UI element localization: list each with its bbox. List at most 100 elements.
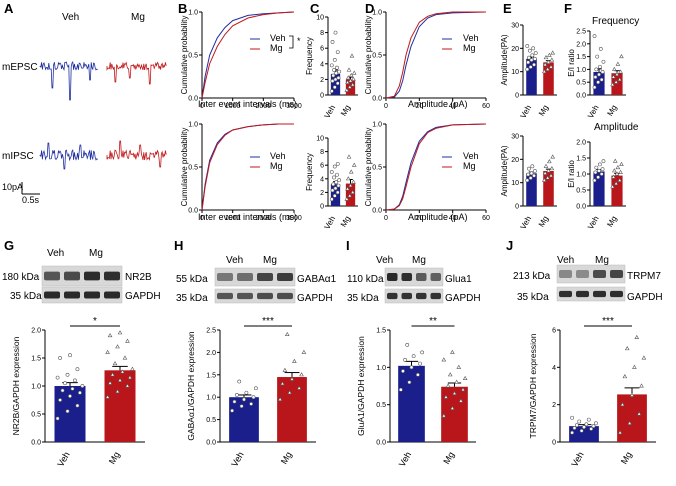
j-blot-row1-band	[576, 270, 589, 278]
E-bottom-ytick-label: 20	[511, 157, 519, 164]
E-bottom-point-mg	[550, 154, 556, 159]
H-ytick-label: 2.0	[206, 350, 216, 357]
F-bottom-point-mg	[619, 161, 624, 166]
G-point-mg	[115, 344, 120, 349]
a-row-mepsc: mEPSC	[2, 62, 38, 73]
E-bottom-ytick-label: 30	[511, 134, 519, 141]
B-bottom-series-mg	[201, 123, 294, 211]
F-top-point-veh	[597, 64, 602, 69]
G-sig-label: *	[93, 316, 97, 327]
C-top-point-veh	[335, 50, 340, 55]
h-blot-row2-band	[257, 292, 273, 300]
E-bottom-bar-veh	[526, 173, 537, 206]
B-bottom-xtick-label: 2000	[256, 215, 272, 222]
E-top-point-mg	[545, 66, 550, 71]
J-point-veh	[579, 428, 584, 433]
C-bottom-cat-mg: Mg	[339, 215, 352, 229]
a-trace-mg-mepsc	[106, 61, 167, 85]
E-top-point-veh	[530, 53, 535, 58]
d-bottom-xlabel: Amplitude (pA)	[408, 212, 468, 222]
F-bottom-ytick-label: 0.5	[576, 188, 586, 195]
F-bottom-point-mg	[611, 174, 616, 179]
H-ytick-label: 0.0	[206, 440, 216, 447]
i-blot-mg: Mg	[412, 255, 426, 266]
H-cat-veh: Veh	[229, 450, 245, 468]
C-bottom-point-mg	[344, 196, 350, 201]
E-top-point-veh	[532, 56, 537, 61]
E-top-point-mg	[549, 57, 555, 62]
E-top-point-mg	[546, 59, 551, 64]
J-point-veh	[574, 423, 579, 428]
I-point-veh	[418, 361, 422, 366]
F-top-point-mg	[613, 79, 619, 84]
E-bottom-point-mg	[543, 163, 549, 168]
F-bottom-point-mg	[618, 169, 623, 174]
J-ytick-label: 2	[552, 402, 556, 409]
C-bottom-point-veh	[329, 170, 334, 174]
g-blot-row1-band	[64, 271, 80, 281]
I-point-veh	[405, 343, 410, 347]
panel-letter-e: E	[503, 1, 512, 16]
D-top-xtick-label: 40	[449, 103, 457, 110]
F-top-ytick-label: 0.5	[576, 80, 586, 87]
F-top-cat-mg: Mg	[605, 104, 618, 118]
H-point-veh	[242, 397, 246, 402]
G-point-mg	[117, 377, 123, 382]
G-point-mg	[127, 374, 133, 380]
D-bottom-ylabel: Cumulative probability	[364, 128, 373, 207]
F-top-point-mg	[619, 53, 624, 59]
E-top-point-veh	[533, 51, 538, 55]
C-top-point-veh	[329, 63, 334, 68]
G-point-mg	[125, 338, 130, 343]
E-bottom-point-veh	[527, 166, 531, 171]
C-bottom-point-veh	[335, 190, 340, 195]
E-top-point-mg	[543, 55, 549, 60]
C-top-bar-veh	[330, 73, 341, 95]
D-top-xtick-label: 20	[415, 103, 423, 110]
D-bottom-ytick-label: 1.0	[372, 122, 382, 129]
panel-letter-g: G	[4, 238, 15, 253]
b-top-sig-bracket	[289, 35, 294, 49]
G-point-veh	[75, 403, 80, 408]
I-bar-veh	[398, 365, 425, 442]
h-blot-veh: Veh	[226, 255, 244, 266]
E-bottom-ylabel: Amplitude(PA)	[500, 145, 509, 196]
C-top-point-veh	[333, 77, 338, 82]
F-top-ytick-label: 1.0	[576, 67, 586, 74]
G-ytick-label: 2.0	[31, 328, 41, 335]
B-bottom-xtick-label: 0	[200, 215, 204, 222]
G-cat-veh: Veh	[55, 450, 71, 468]
H-ytick-label: 0.5	[206, 417, 216, 424]
B-bottom-ylabel: Cumulative probability	[180, 128, 189, 207]
G-ytick-label: 0.5	[31, 412, 41, 419]
D-bottom-xtick-label: 60	[482, 215, 490, 222]
F-bottom-point-mg	[612, 168, 617, 173]
C-top-point-mg	[345, 75, 351, 80]
j-blot-row2-band	[593, 290, 606, 298]
F-bottom-point-mg	[612, 158, 618, 163]
C-bottom-point-mg	[351, 179, 356, 184]
I-cat-mg: Mg	[441, 450, 456, 466]
F-bottom-ytick-label: 1.0	[576, 172, 586, 179]
E-bottom-ytick-label: 0	[515, 204, 519, 211]
C-top-ytick-label: 4	[320, 61, 324, 68]
F-top-point-veh	[593, 75, 598, 79]
I-point-mg	[441, 413, 447, 418]
G-point-mg	[107, 332, 113, 338]
B-top-series-veh	[201, 11, 295, 99]
C-top-point-mg	[348, 72, 354, 77]
C-top-point-mg	[347, 84, 353, 89]
E-top-point-veh	[532, 62, 536, 67]
F-bottom-point-veh	[597, 162, 602, 167]
D-top-xtick-label: 0	[384, 103, 388, 110]
H-point-veh	[251, 395, 256, 400]
E-top-cat-veh: Veh	[519, 104, 534, 120]
C-top-point-veh	[337, 69, 342, 74]
G-point-veh	[58, 398, 62, 402]
C-top-ytick-label: 6	[320, 46, 324, 53]
I-point-mg	[458, 398, 464, 403]
I-point-mg	[450, 405, 455, 410]
J-point-veh	[584, 422, 589, 427]
I-point-mg	[452, 390, 457, 395]
